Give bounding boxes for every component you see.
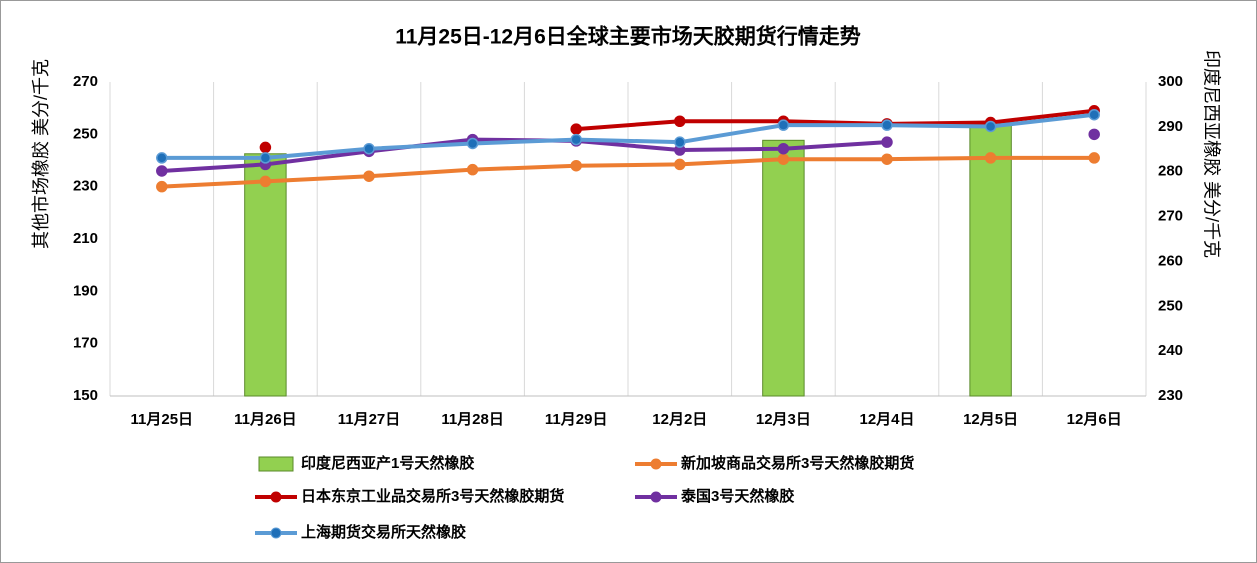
- x-tick-label: 12月3日: [756, 411, 811, 428]
- x-tick-label: 11月25日: [131, 411, 194, 428]
- legend-swatch: [650, 491, 662, 503]
- y2-tick-label: 270: [1158, 208, 1183, 225]
- x-tick-label: 12月4日: [859, 411, 914, 428]
- legend-label: 日本东京工业品交易所3号天然橡胶期货: [301, 487, 564, 505]
- y-tick-label: 150: [73, 387, 98, 404]
- line-marker: [156, 152, 168, 164]
- chart-title: 11月25日-12月6日全球主要市场天胶期货行情走势: [395, 25, 861, 49]
- y2-tick-label: 280: [1158, 163, 1183, 180]
- x-tick-label: 11月29日: [545, 411, 608, 428]
- line-marker: [984, 152, 997, 164]
- bar: [244, 153, 287, 397]
- x-tick-label: 12月2日: [652, 411, 707, 428]
- line-marker: [466, 137, 479, 150]
- y2-tick-label: 240: [1158, 342, 1183, 359]
- legend-label: 上海期货交易所天然橡胶: [301, 523, 466, 541]
- line-marker: [259, 175, 272, 188]
- bar: [762, 139, 805, 397]
- y-axis-title: 其他市场橡胶 美分/千克: [31, 59, 51, 249]
- y-tick-label: 190: [73, 282, 98, 299]
- line-marker: [156, 165, 168, 177]
- line-marker: [570, 133, 582, 146]
- line-marker: [984, 120, 997, 133]
- line-marker: [570, 123, 582, 135]
- y-tick-label: 210: [73, 230, 98, 247]
- legend-swatch: [258, 456, 294, 472]
- legend-swatch: [650, 458, 662, 470]
- line-marker: [674, 115, 686, 127]
- x-tick-label: 12月5日: [963, 411, 1018, 428]
- x-tick-label: 12月6日: [1067, 411, 1122, 428]
- line-marker: [259, 141, 272, 154]
- line-marker: [777, 153, 790, 165]
- y-tick-label: 250: [73, 125, 98, 142]
- legend-label: 泰国3号天然橡胶: [680, 487, 794, 505]
- line-marker: [881, 153, 893, 165]
- legend-label: 新加坡商品交易所3号天然橡胶期货: [681, 454, 914, 472]
- line-marker: [881, 136, 893, 148]
- x-tick-label: 11月26日: [234, 411, 297, 428]
- line-marker: [674, 136, 686, 148]
- line: [161, 155, 1095, 189]
- line-marker: [777, 119, 790, 131]
- line: [161, 112, 1095, 160]
- y-tick-label: 270: [73, 73, 98, 90]
- x-tick-label: 11月28日: [441, 411, 504, 428]
- y2-tick-label: 230: [1158, 387, 1183, 404]
- y-tick-label: 230: [73, 178, 98, 195]
- y2-axis-title: 印度尼西亚橡胶 美分/千克: [1201, 50, 1221, 258]
- line-marker: [156, 180, 168, 193]
- legend-swatch: [270, 491, 282, 503]
- y2-tick-label: 300: [1158, 73, 1183, 90]
- line-marker: [1088, 128, 1100, 141]
- legend-swatch: [270, 527, 282, 539]
- line-marker: [1088, 152, 1100, 164]
- line-marker: [777, 142, 790, 155]
- line-marker: [1088, 108, 1100, 121]
- line-marker: [259, 152, 272, 164]
- x-tick-label: 11月27日: [338, 411, 401, 428]
- line-marker: [881, 119, 893, 131]
- y2-tick-label: 250: [1158, 297, 1183, 314]
- line-marker: [466, 163, 479, 176]
- line-marker: [674, 158, 686, 171]
- line-marker: [363, 170, 375, 182]
- line-marker: [570, 159, 582, 172]
- legend-label: 印度尼西亚产1号天然橡胶: [301, 454, 474, 472]
- y-tick-label: 170: [73, 335, 98, 352]
- line: [576, 108, 1095, 132]
- y2-tick-label: 290: [1158, 118, 1183, 135]
- y2-tick-label: 260: [1158, 252, 1183, 269]
- line-marker: [363, 142, 375, 155]
